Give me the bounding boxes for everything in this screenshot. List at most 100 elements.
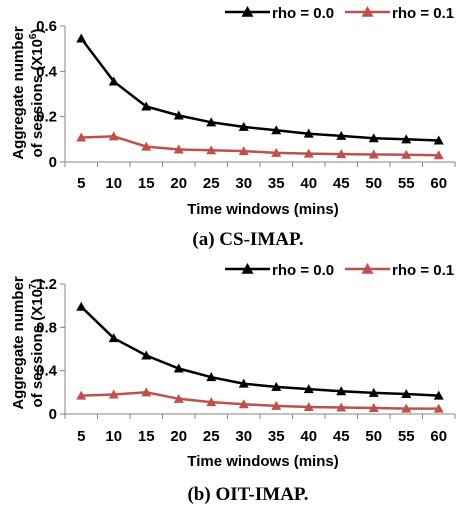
chart-b-series-0-point [303, 384, 314, 394]
chart-a-x-axis-label: Time windows (mins) [187, 201, 338, 218]
chart-a-legend: rho = 0.0 rho = 0.1 [225, 5, 454, 22]
chart-b-series-1-point [76, 390, 87, 400]
chart-b-legend-marker-rho-0 [241, 263, 254, 274]
chart-a-caption: (a) CS-IMAP. [192, 229, 303, 250]
chart-b-plot-area [76, 301, 444, 413]
chart-a-series-0-point [401, 134, 412, 144]
chart-b-y-tick-label: 0 [49, 406, 57, 423]
chart-a-series-1-point [238, 146, 249, 156]
chart-b-series-1-point [108, 389, 119, 399]
chart-b-y-tick-label: 1.2 [36, 276, 57, 293]
chart-a-x-tick-label: 30 [235, 175, 252, 192]
chart-a-series-0-point [238, 121, 249, 131]
chart-a-series-0-point [76, 33, 87, 43]
chart-b-y-ticks: 0 0.4 0.8 1.2 [36, 276, 65, 423]
chart-b-legend-label-rho-1: rho = 0.1 [392, 262, 454, 279]
chart-a-series-1-point [76, 132, 87, 142]
chart-a-series-0-point [108, 76, 119, 86]
chart-a-series-0-point [271, 125, 282, 135]
chart-a-x-tick-label: 60 [430, 175, 447, 192]
chart-a-y-tick-label: 0.6 [36, 18, 57, 35]
chart-b-x-tick-label: 10 [105, 428, 122, 445]
chart-a-series-1-point [336, 149, 347, 159]
chart-a-x-tick-label: 50 [365, 175, 382, 192]
chart-b-x-tick-label: 60 [430, 428, 447, 445]
chart-a-x-tick-label: 55 [398, 175, 415, 192]
chart-a-series-line-0 [80, 37, 439, 142]
chart-a-x-tick-label: 40 [300, 175, 317, 192]
chart-b-series-1-point [238, 399, 249, 409]
chart-a-series-1-point [271, 147, 282, 157]
chart-b-series-1-point [401, 403, 412, 413]
chart-a-series-1-point [368, 149, 379, 159]
chart-b-x-tick-label: 20 [170, 428, 187, 445]
chart-a-y-ticks: 0 0.2 0.4 0.6 [36, 18, 65, 171]
chart-b-series-0-point [173, 363, 184, 373]
chart-a-series-1-point [401, 149, 412, 159]
chart-a-x-ticks: 5 10 15 20 25 30 35 40 45 50 55 60 [64, 162, 456, 192]
chart-b-series-line-0 [80, 305, 439, 397]
chart-b-series-0-point [206, 372, 217, 382]
chart-b-series-1-point [206, 397, 217, 407]
chart-b-x-axis-label: Time windows (mins) [187, 453, 338, 470]
chart-oit-imap: rho = 0.0 rho = 0.1 Aggregate number of … [10, 262, 456, 505]
chart-a-x-tick-label: 20 [170, 175, 187, 192]
chart-b-legend: rho = 0.0 rho = 0.1 [225, 262, 454, 279]
chart-a-series-0-point [336, 130, 347, 140]
chart-a-series-0-point [368, 133, 379, 143]
chart-b-x-tick-label: 50 [365, 428, 382, 445]
chart-a-y-tick-label: 0.2 [36, 109, 57, 126]
chart-a-series-0-point [303, 128, 314, 138]
chart-a-x-tick-label: 45 [333, 175, 350, 192]
chart-a-x-tick-label: 15 [138, 175, 155, 192]
chart-a-y-tick-label: 0 [49, 154, 57, 171]
chart-a-series-1-point [108, 131, 119, 141]
chart-a-x-tick-label: 25 [203, 175, 220, 192]
chart-b-series-1-point [141, 387, 152, 397]
chart-b-y-tick-label: 0.4 [36, 363, 58, 380]
chart-a-series-0-point [173, 110, 184, 120]
chart-a-series-0-point [433, 135, 444, 145]
chart-b-x-tick-label: 55 [398, 428, 415, 445]
chart-b-x-tick-label: 40 [300, 428, 317, 445]
chart-a-series-1-point [173, 144, 184, 154]
chart-a-series-1-point [141, 141, 152, 151]
chart-a-legend-label-rho-1: rho = 0.1 [392, 5, 454, 22]
chart-a-legend-marker-rho-0 [241, 6, 254, 17]
chart-b-series-1-point [368, 403, 379, 413]
chart-b-series-0-point [401, 388, 412, 398]
chart-a-x-tick-label: 35 [268, 175, 285, 192]
chart-b-x-tick-label: 45 [333, 428, 350, 445]
chart-b-series-0-point [141, 350, 152, 360]
chart-a-y-axis-label-line2: of sessions (X106) [28, 29, 46, 158]
chart-a-legend-marker-rho-1 [361, 6, 374, 17]
chart-b-series-1-point [303, 401, 314, 411]
chart-a-plot-area [76, 33, 444, 160]
chart-a-series-line-1 [81, 135, 439, 157]
chart-b-y-axis-label-line1: Aggregate number [10, 276, 27, 410]
chart-cs-imap: rho = 0.0 rho = 0.1 Aggregate number of … [10, 5, 456, 250]
chart-b-x-tick-label: 25 [203, 428, 220, 445]
chart-b-series-1-point [173, 393, 184, 403]
chart-b-series-0-point [238, 378, 249, 388]
chart-b-legend-label-rho-0: rho = 0.0 [272, 262, 334, 279]
chart-b-legend-marker-rho-1 [361, 263, 374, 274]
chart-a-series-1-point [433, 150, 444, 160]
chart-a-y-tick-label: 0.4 [36, 63, 58, 80]
chart-b-series-0-point [271, 381, 282, 391]
chart-a-y-axis-label-line1: Aggregate number [10, 26, 27, 160]
chart-b-x-tick-label: 30 [235, 428, 252, 445]
chart-a-axes [64, 26, 455, 163]
chart-a-x-tick-label: 10 [105, 175, 122, 192]
chart-b-x-ticks: 5 10 15 20 25 30 35 40 45 50 55 60 [64, 414, 456, 445]
chart-b-series-0-point [108, 333, 119, 343]
chart-b-y-tick-label: 0.8 [36, 319, 57, 336]
chart-b-series-0-point [368, 387, 379, 397]
chart-b-x-tick-label: 5 [77, 428, 85, 445]
chart-b-series-line-1 [81, 391, 439, 410]
chart-b-caption: (b) OIT-IMAP. [187, 484, 308, 505]
chart-b-series-1-point [271, 400, 282, 410]
chart-b-series-1-point [433, 403, 444, 413]
chart-b-y-axis-label-line2: of sessions (X107) [28, 279, 46, 408]
